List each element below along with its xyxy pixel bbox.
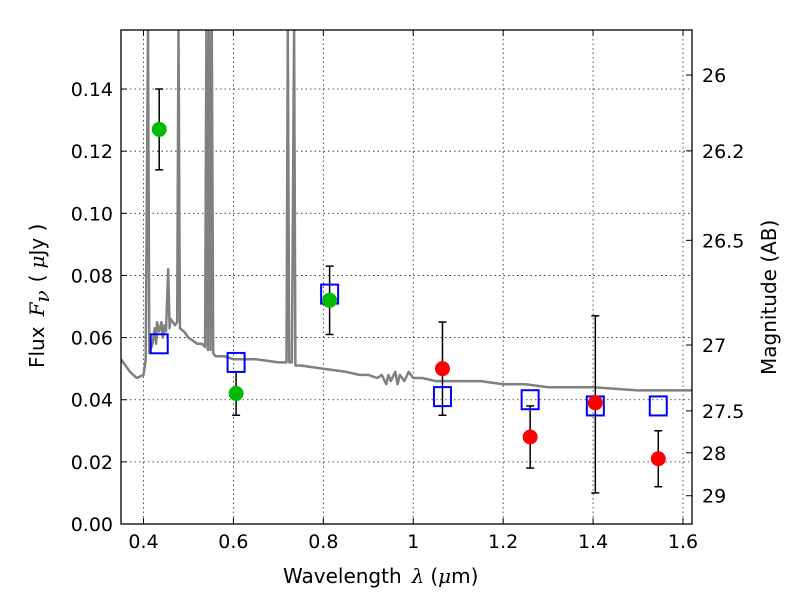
x-tick-label: 0.4 (128, 531, 158, 553)
sed-model-line (121, 30, 692, 392)
model-square-marker (149, 333, 169, 355)
y-tick-label: 0.02 (71, 452, 113, 474)
red-data-point (522, 429, 538, 445)
y2-tick-label: 26.5 (702, 230, 744, 252)
model-square-marker (432, 386, 452, 408)
y-axis-label: FluxFν(μJy ) (25, 224, 54, 368)
plot-area (121, 30, 692, 494)
x-tick-label: 1.4 (578, 531, 608, 553)
red-data-point (434, 361, 450, 377)
x-tick-label: 1 (407, 531, 419, 553)
x-tick-label: 0.8 (308, 531, 338, 553)
x-tick-label: 1.2 (488, 531, 518, 553)
y2-tick-label: 27 (702, 335, 726, 357)
y-tick-label: 0.06 (71, 328, 113, 350)
y-tick-label: 0.00 (71, 514, 113, 536)
green-data-point (151, 121, 167, 137)
model-square-marker (520, 389, 540, 411)
y2-axis-label: Magnitude (AB) (757, 220, 781, 375)
sed-model-layer (121, 30, 692, 392)
y-tick-label: 0.10 (71, 203, 113, 225)
green-data-point (228, 386, 244, 402)
red-data-point (650, 451, 666, 467)
y2-tick-label: 26 (702, 65, 726, 87)
y2-tick-label: 27.5 (702, 401, 744, 423)
model-square-marker (648, 395, 668, 417)
red-data-point (587, 395, 603, 411)
marker-layer (149, 121, 668, 467)
green-data-point (322, 292, 338, 308)
ticks: 0.4 0.6 0.8 1 1.2 1.4 1.6 0.00 0.02 0.04 0.06 0.08 0… (71, 30, 744, 553)
model-square-marker (226, 351, 246, 373)
y-tick-label: 0.08 (71, 265, 113, 287)
y-tick-label: 0.12 (71, 141, 113, 163)
x-axis-label: Wavelength λ (μm) (283, 564, 478, 588)
x-tick-label: 0.6 (218, 531, 248, 553)
y-tick-label: 0.04 (71, 390, 113, 412)
y2-tick-label: 29 (702, 486, 726, 508)
y2-tick-label: 28 (702, 443, 726, 465)
y2-tick-label: 26.2 (702, 141, 744, 163)
y-tick-label: 0.14 (71, 79, 113, 101)
plot-frame (120, 29, 693, 525)
x-tick-label: 1.6 (668, 531, 698, 553)
